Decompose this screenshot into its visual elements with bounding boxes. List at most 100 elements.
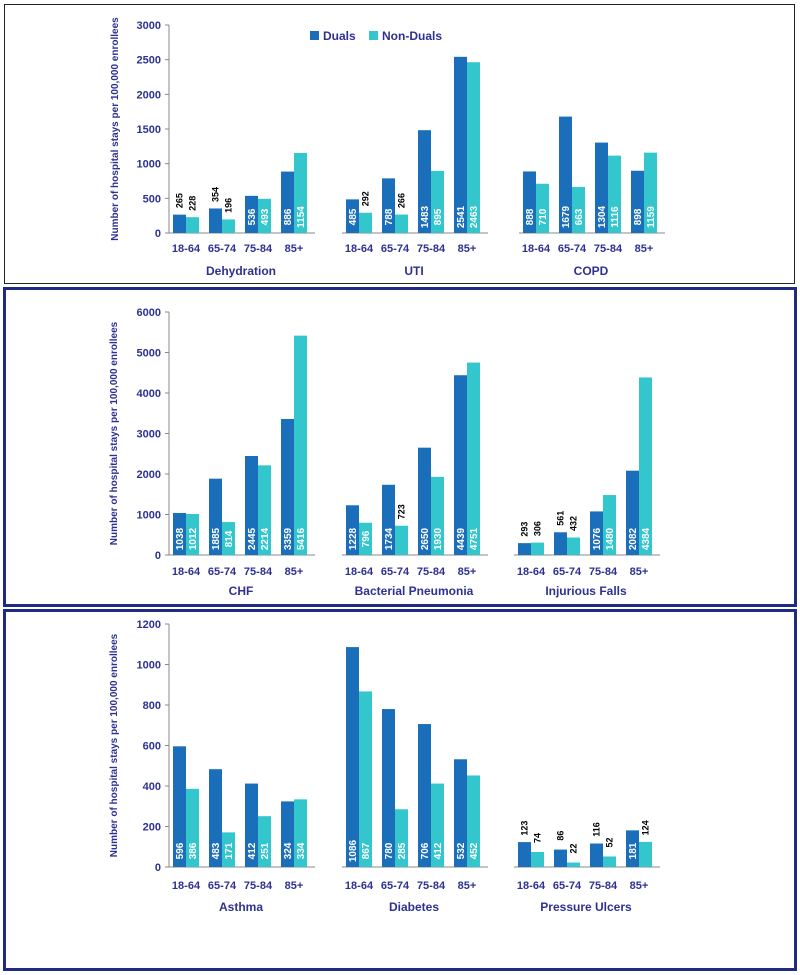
bar-non-duals xyxy=(431,783,444,867)
chart-3: 0 200 400 600 800 1000 1200 Number of hospital … xyxy=(109,619,660,914)
legend-label-non-duals: Non-Duals xyxy=(382,29,442,43)
data-label: 124 xyxy=(641,820,651,835)
x-tick-label: 85+ xyxy=(458,566,477,578)
bar-duals xyxy=(523,171,536,233)
data-label: 1679 xyxy=(561,205,572,228)
data-label: 1483 xyxy=(420,205,431,228)
x-tick-label: 75-84 xyxy=(589,566,618,578)
data-label: 1038 xyxy=(175,527,186,550)
y-tick-label: 1200 xyxy=(137,619,161,631)
x-tick-label: 18-64 xyxy=(522,243,551,255)
bar-non-duals xyxy=(431,170,444,233)
bar-duals xyxy=(173,214,186,233)
x-tick-label: 85+ xyxy=(285,566,304,578)
bar-duals xyxy=(590,843,603,867)
x-tick-label: 75-84 xyxy=(589,880,618,892)
x-tick-label: 18-64 xyxy=(345,880,374,892)
x-tick-label: 18-64 xyxy=(517,880,546,892)
data-label: 86 xyxy=(556,831,566,841)
data-label: 432 xyxy=(569,516,579,531)
data-label: 706 xyxy=(420,842,431,859)
bar-non-duals xyxy=(467,62,480,234)
chart-panel-2: 0 1000 2000 3000 4000 5000 6000 Number of hospi… xyxy=(3,287,797,607)
bar-non-duals xyxy=(572,187,585,233)
y-tick-label: 2000 xyxy=(137,89,161,101)
data-label: 1012 xyxy=(188,527,199,550)
y-tick-label: 1000 xyxy=(137,660,161,672)
data-label: 293 xyxy=(520,522,530,537)
bar-non-duals xyxy=(258,198,271,233)
data-label: 74 xyxy=(533,833,543,843)
data-label: 228 xyxy=(188,196,198,211)
y-tick-label: 1000 xyxy=(137,159,161,171)
bar-duals xyxy=(209,208,222,233)
bar-duals xyxy=(418,724,431,867)
bar-duals xyxy=(173,746,186,867)
data-label: 723 xyxy=(397,504,407,519)
data-label: 780 xyxy=(384,842,395,859)
x-tick-label: 18-64 xyxy=(517,566,546,578)
data-label: 1154 xyxy=(296,206,307,228)
bar-duals xyxy=(454,759,467,867)
chart-panel-1: 0 500 1000 1500 2000 2500 3000 Number of hospit… xyxy=(4,4,795,284)
bar-non-duals xyxy=(258,465,271,555)
x-tick-label: 65-74 xyxy=(381,243,410,255)
bar-duals xyxy=(382,178,395,233)
y-tick-label: 200 xyxy=(143,822,161,834)
bar-duals xyxy=(209,769,222,867)
bar-non-duals xyxy=(359,522,372,555)
bar-non-duals xyxy=(186,788,199,867)
data-label: 663 xyxy=(574,208,585,225)
bar-duals xyxy=(281,171,294,233)
x-tick-label: 65-74 xyxy=(381,880,410,892)
data-label: 2214 xyxy=(260,527,271,550)
bar-non-duals xyxy=(186,217,199,233)
bar-duals xyxy=(454,56,467,233)
data-label: 1076 xyxy=(592,527,603,550)
data-label: 354 xyxy=(211,187,221,202)
data-label: 536 xyxy=(247,208,258,225)
y-tick-label: 0 xyxy=(155,862,161,874)
data-label: 532 xyxy=(456,842,467,859)
data-label: 22 xyxy=(569,844,579,854)
data-label: 596 xyxy=(175,842,186,859)
y-tick-label: 0 xyxy=(155,228,161,240)
y-axis-label: Number of hospital stays per 100,000 enr… xyxy=(110,17,121,241)
bar-duals xyxy=(245,195,258,233)
bar-duals xyxy=(626,830,639,867)
data-label: 4439 xyxy=(456,527,467,550)
x-tick-label: 18-64 xyxy=(172,243,201,255)
bar-non-duals xyxy=(467,362,480,555)
data-label: 292 xyxy=(361,191,371,206)
data-label: 888 xyxy=(525,208,536,225)
bar-non-duals xyxy=(644,152,657,233)
data-label: 2445 xyxy=(247,527,258,550)
y-tick-label: 0 xyxy=(155,550,161,562)
bar-duals xyxy=(518,543,531,555)
data-label: 306 xyxy=(533,521,543,536)
data-label: 412 xyxy=(433,842,444,859)
bar-duals xyxy=(418,447,431,555)
x-tick-label: 85+ xyxy=(630,880,649,892)
x-tick-label: 65-74 xyxy=(553,880,582,892)
bar-duals xyxy=(346,647,359,867)
bar-non-duals xyxy=(222,522,235,555)
bar-duals xyxy=(626,470,639,555)
group-label: Dehydration xyxy=(206,264,276,278)
x-tick-label: 65-74 xyxy=(558,243,587,255)
bar-duals xyxy=(382,484,395,555)
bar-non-duals xyxy=(608,155,621,233)
x-tick-label: 75-84 xyxy=(417,566,446,578)
x-tick-label: 18-64 xyxy=(345,566,374,578)
y-axis-label: Number of hospital stays per 100,000 enr… xyxy=(109,633,120,857)
x-tick-label: 18-64 xyxy=(172,880,201,892)
data-label: 3359 xyxy=(283,527,294,550)
y-tick-label: 3000 xyxy=(137,20,161,32)
bar-non-duals xyxy=(294,799,307,867)
data-label: 1304 xyxy=(597,205,608,228)
bar-non-duals xyxy=(567,862,580,867)
chart-panel-3: 0 200 400 600 800 1000 1200 Number of hospital … xyxy=(3,609,797,971)
y-tick-label: 2500 xyxy=(137,55,161,67)
group-label: Bacterial Pneumonia xyxy=(355,584,474,598)
data-label: 2541 xyxy=(456,205,467,228)
